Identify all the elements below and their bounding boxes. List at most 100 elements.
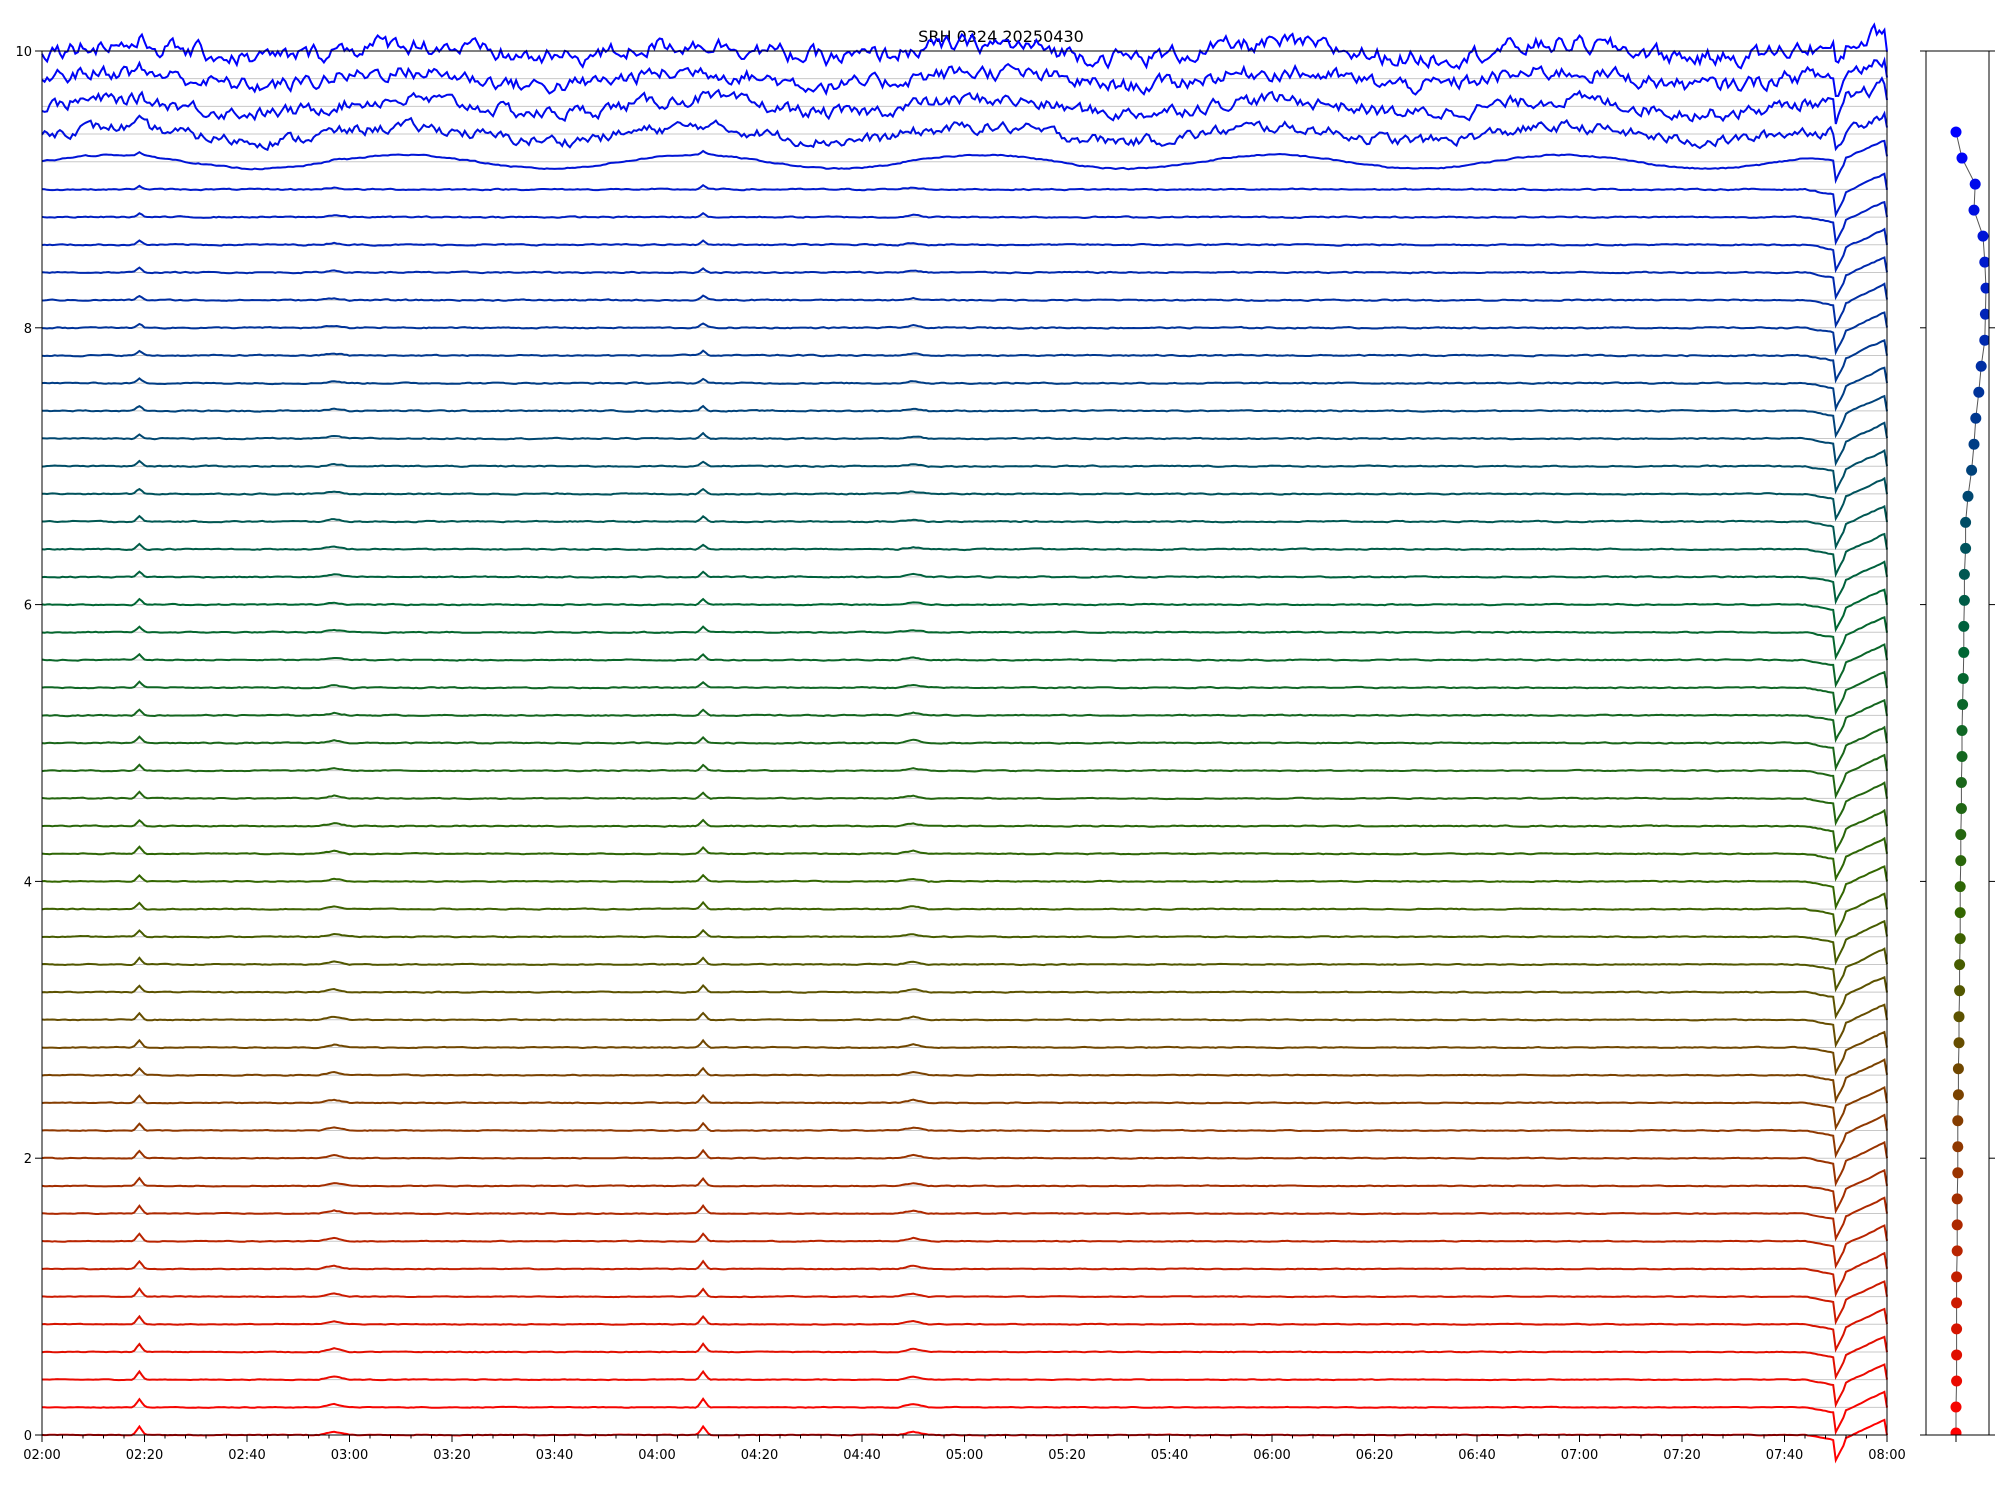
profile-point — [1951, 1375, 1963, 1387]
y-tick-label: 6 — [24, 599, 32, 614]
profile-point — [1970, 412, 1982, 424]
y-axis: 0 2 4 6 8 10 — [15, 45, 42, 1444]
trace-line-29 — [41, 615, 1888, 661]
trace-line-38 — [41, 366, 1888, 412]
trace-line-8 — [41, 1196, 1888, 1242]
profile-point — [1973, 386, 1985, 398]
trace-line-4 — [41, 1307, 1888, 1353]
trace-line-22 — [41, 808, 1888, 855]
x-tick-label: 04:20 — [741, 1448, 778, 1463]
profile-point — [1977, 230, 1989, 242]
profile-point — [1958, 568, 1970, 580]
trace-line-17 — [41, 947, 1888, 993]
profile-point — [1958, 646, 1970, 658]
profile-point — [1956, 152, 1968, 164]
x-tick-label: 03:20 — [433, 1448, 470, 1463]
x-tick-label: 03:40 — [536, 1448, 573, 1463]
profile-point — [1951, 1219, 1963, 1231]
profile-point — [1979, 334, 1989, 346]
trace-line-12 — [41, 1085, 1888, 1131]
trace-line-21 — [41, 836, 1888, 882]
profile-point — [1955, 829, 1967, 841]
side-plot-frame — [1925, 50, 1990, 1436]
trace-line-2 — [42, 1363, 1888, 1409]
trace-line-9 — [41, 1168, 1888, 1215]
trace-line-34 — [42, 476, 1888, 522]
profile-point — [1966, 464, 1978, 476]
trace-line-24 — [41, 753, 1888, 800]
profile-point — [1952, 1089, 1964, 1101]
x-axis: 02:00 02:20 02:40 03:00 03:20 03:40 04:00 04:20… — [23, 1435, 1906, 1463]
profile-point — [1958, 620, 1970, 632]
trace-line-19 — [41, 892, 1888, 938]
trace-line-40 — [41, 311, 1888, 356]
profile-point — [1957, 672, 1969, 684]
trace-line-11 — [41, 1113, 1888, 1159]
profile-point — [1979, 256, 1989, 268]
trace-line-5 — [41, 1280, 1888, 1326]
x-tick-label: 07:40 — [1766, 1448, 1803, 1463]
profile-point — [1950, 1401, 1962, 1413]
trace-group — [41, 22, 1888, 1464]
profile-point — [1955, 855, 1967, 867]
x-tick-label: 07:20 — [1663, 1448, 1700, 1463]
profile-point — [1951, 1271, 1963, 1283]
x-tick-label: 03:00 — [331, 1448, 368, 1463]
profile-point — [1958, 594, 1970, 606]
trace-line-44 — [41, 200, 1888, 246]
profile-point — [1952, 1063, 1964, 1075]
x-tick-label: 04:00 — [638, 1448, 675, 1463]
trace-line-14 — [41, 1030, 1888, 1077]
trace-line-47 — [41, 110, 1888, 152]
profile-point — [1952, 1167, 1964, 1179]
profile-point — [1951, 1245, 1963, 1257]
x-tick-label: 08:00 — [1868, 1448, 1905, 1463]
trace-line-37 — [41, 394, 1888, 439]
side-profile-panel — [1950, 126, 1989, 1435]
profile-point — [1957, 698, 1969, 710]
trace-line-35 — [41, 448, 1888, 495]
profile-point — [1954, 933, 1966, 945]
side-y-axis — [1920, 50, 1995, 1442]
profile-point — [1953, 1037, 1965, 1049]
profile-point — [1954, 985, 1966, 997]
profile-point — [1950, 126, 1962, 138]
profile-point — [1979, 308, 1989, 320]
trace-line-3 — [41, 1335, 1888, 1381]
trace-line-26 — [41, 698, 1888, 743]
trace-line-13 — [41, 1058, 1888, 1104]
trace-line-20 — [41, 865, 1888, 911]
trace-line-42 — [41, 256, 1888, 301]
trace-line-7 — [41, 1224, 1888, 1270]
profile-point — [1954, 881, 1966, 893]
x-tick-label: 06:00 — [1253, 1448, 1290, 1463]
trace-line-27 — [41, 670, 1888, 716]
trace-line-48 — [41, 76, 1888, 125]
trace-line-43 — [41, 227, 1888, 274]
trace-line-39 — [41, 339, 1888, 384]
x-tick-label: 07:00 — [1561, 1448, 1598, 1463]
y-tick-label: 8 — [24, 322, 32, 337]
trace-line-25 — [41, 725, 1888, 772]
trace-line-30 — [41, 588, 1888, 633]
profile-point — [1950, 1427, 1962, 1435]
profile-point — [1952, 1115, 1964, 1127]
x-tick-label: 02:20 — [126, 1448, 163, 1463]
profile-point — [1951, 1193, 1963, 1205]
y-tick-label: 4 — [24, 875, 32, 890]
profile-point — [1968, 204, 1980, 216]
x-tick-label: 05:20 — [1048, 1448, 1085, 1463]
profile-point — [1951, 1297, 1963, 1309]
profile-point — [1955, 803, 1967, 815]
trace-line-28 — [41, 643, 1888, 689]
trace-line-36 — [41, 421, 1888, 467]
profile-point — [1952, 1141, 1964, 1153]
trace-line-16 — [41, 975, 1888, 1020]
profile-point — [1954, 907, 1966, 919]
x-tick-label: 04:40 — [843, 1448, 880, 1463]
y-tick-label: 10 — [15, 45, 32, 60]
profile-point — [1975, 360, 1987, 372]
profile-point — [1956, 751, 1968, 763]
trace-line-18 — [41, 919, 1888, 966]
x-tick-label: 02:40 — [228, 1448, 265, 1463]
